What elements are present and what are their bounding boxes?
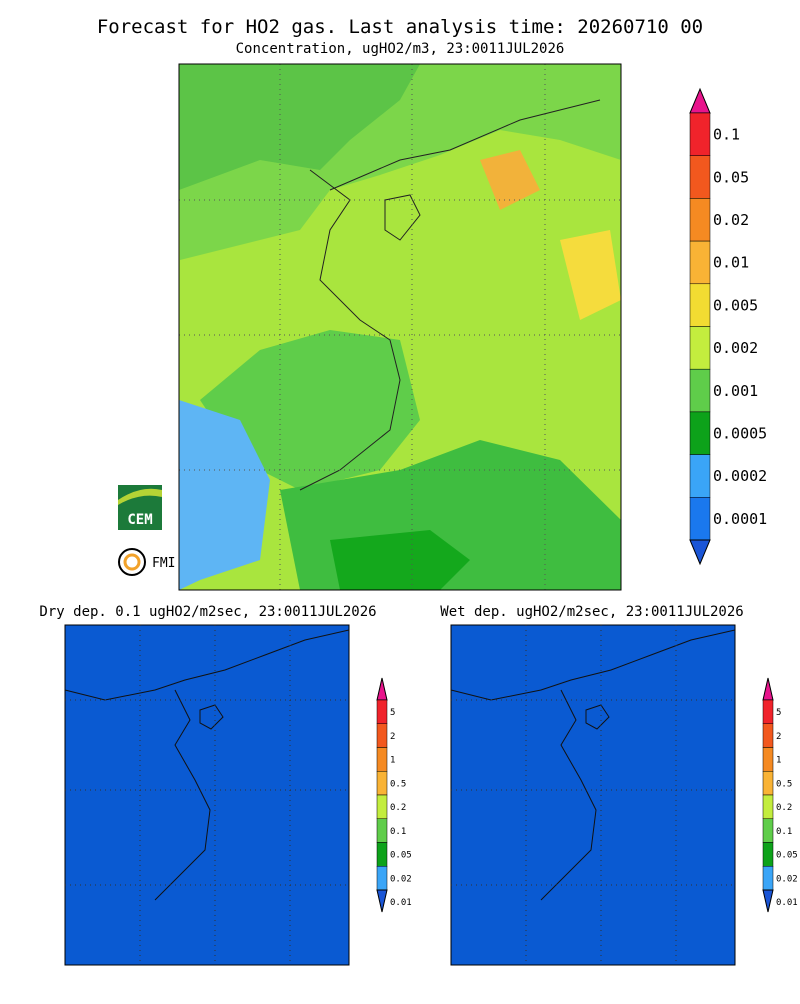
coastline: [64, 629, 350, 701]
colorbar-cap: [376, 677, 388, 701]
coastline: [154, 689, 211, 901]
map-area: [64, 624, 350, 966]
fmi-text: FMI: [152, 556, 175, 571]
colorbar-label: 1: [776, 756, 781, 766]
colorbar-label: 0.005: [713, 296, 758, 314]
colorbar-label: 5: [776, 708, 781, 718]
colorbar-label: 0.05: [776, 851, 798, 861]
colorbar-segment: [689, 411, 711, 455]
island: [199, 704, 224, 730]
deposition-map: [64, 624, 350, 966]
colorbar-segment: [762, 794, 774, 819]
main-map: [178, 63, 622, 591]
deposition-map: [450, 624, 736, 966]
colorbar-label: 0.0001: [713, 510, 767, 528]
colorbar-segment: [376, 842, 388, 867]
colorbar-label: 0.0005: [713, 425, 767, 443]
colorbar-label: 0.05: [390, 851, 412, 861]
colorbar-label: 0.1: [713, 126, 740, 144]
colorbar-cap: [376, 889, 388, 913]
colorbar-label: 0.02: [713, 211, 749, 229]
colorbar-segment: [376, 699, 388, 724]
colorbar-label: 0.1: [390, 827, 406, 837]
subtitle: Concentration, ugHO2/m3, 23:0011JUL2026: [236, 41, 565, 57]
colorbar-segment: [689, 454, 711, 498]
colorbar-cap: [689, 87, 711, 114]
colorbar-label: 5: [390, 708, 395, 718]
colorbar-label: 0.002: [713, 339, 758, 357]
colorbar-label: 0.001: [713, 382, 758, 400]
panel-title: Dry dep. 0.1 ugHO2/m2sec, 23:0011JUL2026: [39, 604, 376, 620]
colorbar-segment: [376, 866, 388, 891]
colorbar-label: 2: [390, 732, 395, 742]
colorbar-segment: [689, 198, 711, 242]
colorbar-segment: [762, 818, 774, 843]
colorbar-label: 0.1: [776, 827, 792, 837]
colorbar-label: 0.01: [776, 898, 798, 908]
colorbar-segment: [376, 723, 388, 748]
cem-text: CEM: [127, 512, 152, 528]
colorbar-segment: [376, 747, 388, 772]
colorbar-label: 0.5: [776, 779, 792, 789]
colorbar-segment: [689, 112, 711, 156]
colorbar-segment: [762, 723, 774, 748]
colorbar-segment: [689, 368, 711, 413]
colorbar-segment: [689, 283, 711, 327]
island: [585, 704, 610, 730]
colorbar-cap: [762, 889, 774, 913]
colorbar-label: 0.2: [776, 803, 792, 813]
colorbar-segment: [689, 326, 711, 370]
colorbar-cap: [689, 539, 711, 566]
fmi-logo: FMI: [118, 548, 175, 576]
colorbar-segment: [762, 866, 774, 891]
panel-title: Wet dep. ugHO2/m2sec, 23:0011JUL2026: [440, 604, 743, 620]
coastline: [540, 689, 597, 901]
colorbar-segment: [689, 155, 711, 199]
colorbar-segment: [689, 497, 711, 541]
map-area: [450, 624, 736, 966]
colorbar-segment: [762, 771, 774, 796]
colorbar-segment: [376, 818, 388, 843]
colorbar-cap: [762, 677, 774, 701]
colorbar-segment: [376, 794, 388, 819]
colorbar-segment: [762, 747, 774, 772]
colorbar-label: 0.05: [713, 168, 749, 186]
colorbar-label: 0.0002: [713, 467, 767, 485]
colorbar-label: 0.5: [390, 779, 406, 789]
colorbar-label: 0.02: [390, 874, 412, 884]
colorbar-segment: [762, 842, 774, 867]
coastline: [450, 629, 736, 701]
colorbar-label: 1: [390, 756, 395, 766]
colorbar-label: 0.01: [390, 898, 412, 908]
colorbar-label: 0.01: [713, 254, 749, 272]
colorbar-segment: [762, 699, 774, 724]
title: Forecast for HO2 gas. Last analysis time…: [97, 16, 703, 38]
colorbar-segment: [689, 240, 711, 285]
colorbar-label: 0.2: [390, 803, 406, 813]
colorbar-label: 0.02: [776, 874, 798, 884]
colorbar-label: 2: [776, 732, 781, 742]
colorbar-segment: [376, 771, 388, 796]
cem-logo: CEM: [118, 485, 162, 530]
